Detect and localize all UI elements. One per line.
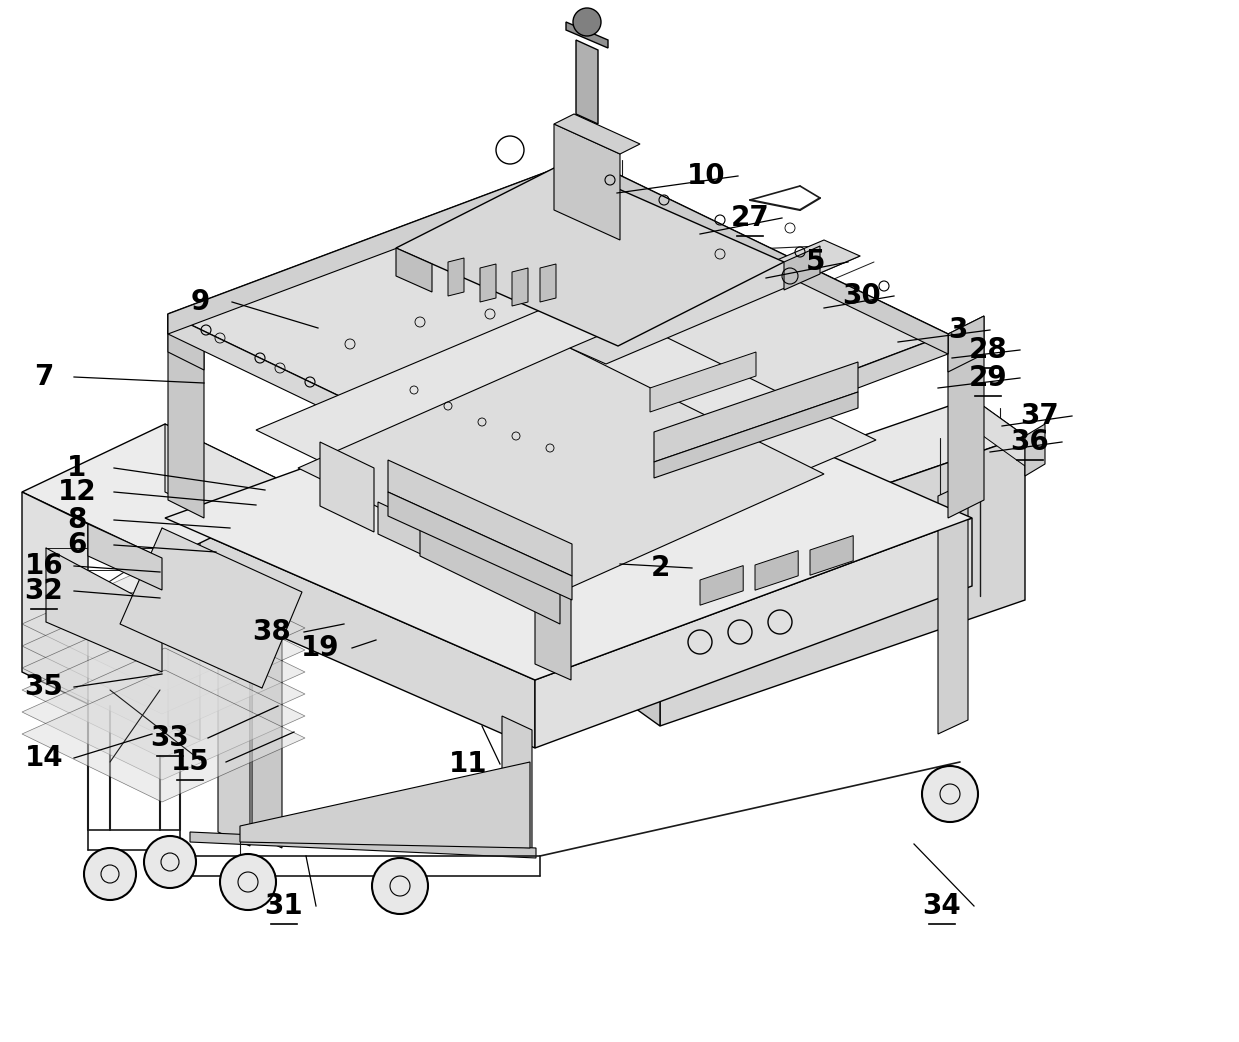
Text: 16: 16 [25, 552, 63, 580]
Text: 10: 10 [686, 162, 725, 190]
Text: 28: 28 [969, 336, 1007, 364]
Circle shape [84, 848, 136, 900]
Polygon shape [938, 482, 968, 734]
Polygon shape [396, 164, 784, 346]
Polygon shape [169, 490, 199, 740]
Polygon shape [512, 268, 528, 306]
Text: 8: 8 [67, 506, 87, 534]
Polygon shape [420, 526, 560, 624]
Text: 5: 5 [807, 248, 825, 276]
Text: 34: 34 [923, 892, 961, 920]
Circle shape [144, 836, 196, 888]
Polygon shape [388, 460, 572, 576]
Polygon shape [540, 264, 556, 302]
Text: 38: 38 [253, 618, 291, 646]
Polygon shape [22, 424, 305, 560]
Polygon shape [22, 648, 305, 780]
Text: 9: 9 [191, 288, 209, 316]
Polygon shape [660, 436, 1025, 726]
Polygon shape [973, 398, 1025, 466]
Polygon shape [22, 626, 305, 758]
Text: 11: 11 [449, 750, 487, 778]
Polygon shape [584, 158, 948, 354]
Polygon shape [46, 548, 162, 672]
Polygon shape [165, 358, 973, 680]
Text: 12: 12 [58, 478, 97, 506]
Text: 30: 30 [843, 282, 881, 311]
Polygon shape [502, 716, 532, 855]
Text: 37: 37 [1021, 402, 1059, 430]
Polygon shape [165, 518, 535, 748]
Polygon shape [650, 352, 756, 412]
Polygon shape [169, 314, 535, 510]
Text: 35: 35 [25, 673, 63, 701]
Text: 29: 29 [969, 364, 1007, 392]
Polygon shape [388, 492, 572, 600]
Circle shape [572, 8, 601, 36]
Polygon shape [22, 560, 305, 692]
Polygon shape [190, 832, 536, 858]
Text: 32: 32 [25, 577, 63, 605]
Polygon shape [554, 124, 620, 240]
Polygon shape [169, 314, 204, 370]
Polygon shape [22, 670, 305, 802]
Polygon shape [700, 566, 743, 605]
Polygon shape [607, 398, 1025, 562]
Text: 36: 36 [1011, 428, 1049, 456]
Text: 31: 31 [265, 892, 304, 920]
Polygon shape [755, 550, 798, 590]
Polygon shape [535, 518, 973, 748]
Text: 33: 33 [151, 724, 190, 752]
Text: 6: 6 [67, 531, 87, 559]
Text: 14: 14 [25, 744, 63, 772]
Polygon shape [169, 158, 584, 334]
Polygon shape [535, 334, 948, 510]
Polygon shape [566, 22, 608, 48]
Text: 7: 7 [35, 363, 53, 391]
Polygon shape [169, 158, 948, 490]
Polygon shape [165, 424, 305, 560]
Polygon shape [240, 762, 530, 848]
Polygon shape [535, 490, 571, 680]
Polygon shape [1025, 424, 1044, 476]
Text: 2: 2 [650, 554, 670, 582]
Polygon shape [948, 316, 984, 372]
Text: 27: 27 [731, 204, 769, 232]
Polygon shape [88, 524, 162, 590]
Text: 3: 3 [948, 316, 968, 344]
Polygon shape [948, 316, 984, 518]
Text: 19: 19 [301, 634, 339, 662]
Polygon shape [570, 240, 860, 364]
Circle shape [372, 858, 427, 914]
Polygon shape [256, 294, 876, 576]
Polygon shape [378, 502, 536, 607]
Polygon shape [396, 248, 432, 292]
Polygon shape [449, 258, 463, 296]
Polygon shape [218, 586, 250, 846]
Polygon shape [299, 348, 824, 594]
Polygon shape [607, 524, 660, 726]
Polygon shape [169, 314, 204, 518]
Polygon shape [22, 604, 305, 736]
Polygon shape [810, 536, 854, 575]
Polygon shape [784, 246, 820, 290]
Polygon shape [584, 142, 618, 342]
Polygon shape [252, 600, 282, 848]
Text: 1: 1 [67, 454, 87, 482]
Polygon shape [576, 40, 598, 124]
Polygon shape [654, 392, 857, 478]
Polygon shape [120, 528, 302, 688]
Circle shape [221, 854, 276, 910]
Polygon shape [654, 362, 857, 462]
Polygon shape [554, 114, 641, 154]
Text: 15: 15 [171, 748, 209, 776]
Polygon shape [22, 492, 88, 704]
Circle shape [922, 766, 978, 822]
Polygon shape [22, 582, 305, 714]
Polygon shape [479, 264, 496, 302]
Polygon shape [320, 442, 374, 532]
